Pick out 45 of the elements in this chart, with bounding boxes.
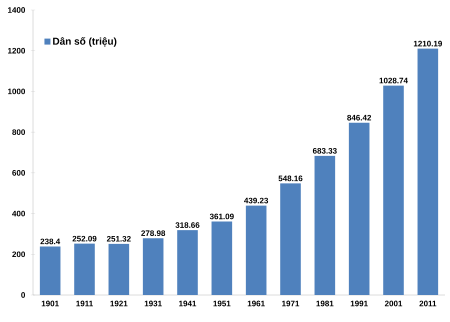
bar — [108, 244, 130, 295]
data-label: 318.66 — [175, 222, 200, 228]
bar — [142, 238, 164, 295]
y-tick-label: 1400 — [8, 7, 26, 13]
x-tick-label: 1951 — [213, 300, 230, 306]
data-label: 238.4 — [40, 238, 60, 244]
y-tick-label: 1200 — [8, 48, 26, 54]
y-tick-label: 0 — [21, 292, 26, 298]
bar — [383, 86, 404, 295]
x-tick-label: 1911 — [76, 300, 93, 306]
x-tick-label: 1961 — [248, 300, 265, 306]
data-label: 251.32 — [106, 236, 131, 242]
data-label: 439.23 — [244, 198, 268, 204]
bar — [212, 221, 232, 295]
x-tick-label: 1981 — [316, 300, 334, 306]
bar — [418, 48, 438, 295]
y-tick-label: 400 — [12, 210, 26, 216]
data-label: 683.33 — [312, 148, 337, 154]
bar — [74, 244, 95, 295]
x-tick-label: 1971 — [282, 300, 300, 306]
y-tick-label: 600 — [12, 170, 26, 176]
x-tick-label: 2001 — [384, 300, 402, 306]
data-label: 1028.74 — [380, 78, 408, 84]
x-tick-label: 1991 — [350, 300, 368, 306]
bar — [246, 206, 266, 295]
x-tick-label: 2011 — [419, 300, 436, 306]
data-label: 252.09 — [72, 236, 96, 242]
bar — [348, 122, 370, 295]
bar — [177, 230, 198, 295]
y-tick-label: 800 — [12, 129, 26, 135]
data-label: 846.42 — [347, 114, 372, 120]
x-tick-label: 1921 — [110, 300, 128, 306]
data-label: 1210.19 — [414, 40, 442, 46]
x-tick-label: 1901 — [42, 300, 59, 306]
y-tick-label: 1000 — [8, 88, 26, 94]
bar — [314, 156, 336, 295]
data-label: 361.09 — [210, 214, 234, 220]
bar — [280, 183, 301, 295]
data-label: 278.98 — [141, 230, 166, 236]
data-label: 548.16 — [278, 176, 302, 182]
legend-label: Dân số (triệu) — [53, 37, 116, 47]
x-tick-label: 1931 — [144, 300, 162, 306]
bar — [40, 246, 60, 295]
x-tick-label: 1941 — [179, 300, 196, 306]
y-tick-label: 200 — [12, 251, 26, 258]
